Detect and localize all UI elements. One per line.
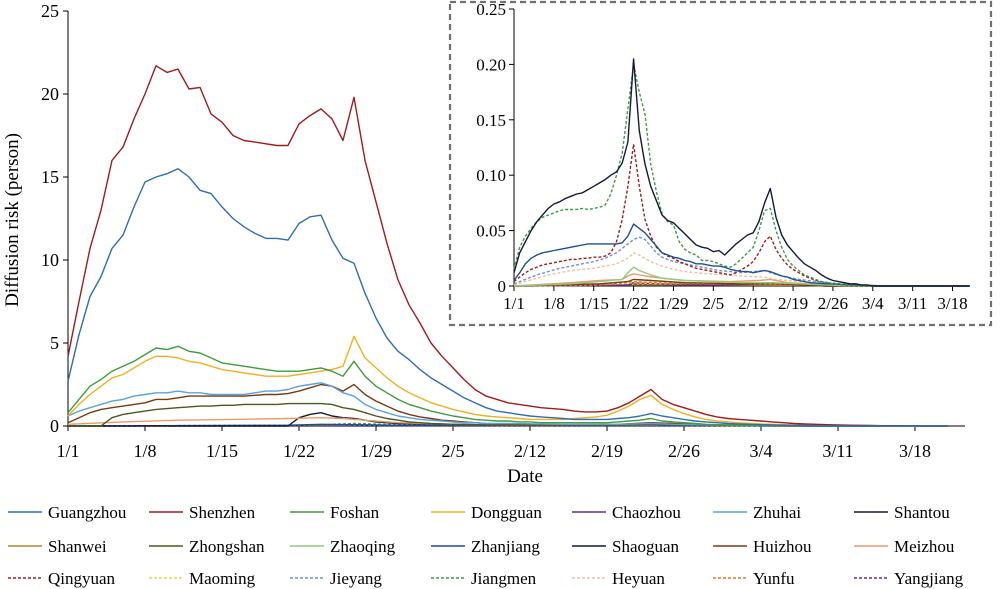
legend: Guangzhou Shenzhen Foshan Dongguan Chaozhou Z… (8, 503, 964, 588)
legend-item-zhanjiang: Zhanjiang (431, 537, 540, 556)
x-tick-label: 3/18 (899, 441, 931, 461)
legend-item-chaozhou: Chaozhou (572, 503, 681, 522)
inset-x-tick-label: 3/18 (937, 294, 967, 313)
legend-label: Shantou (894, 503, 950, 522)
inset-series-line-jiangmen (513, 63, 970, 287)
legend-label: Huizhou (753, 537, 812, 556)
series-line-zhongshan (68, 402, 948, 427)
legend-label: Meizhou (894, 537, 955, 556)
inset-x-tick-label: 3/4 (862, 294, 884, 313)
inset-series-line-jieyang (513, 236, 970, 287)
inset-x-tick-label: 2/19 (778, 294, 808, 313)
legend-item-dongguan: Dongguan (431, 503, 542, 522)
legend-label: Yunfu (753, 569, 795, 588)
y-tick-label: 20 (41, 84, 59, 104)
y-tick-label: 10 (41, 250, 59, 270)
y-tick-label: 15 (41, 167, 59, 187)
inset-x-tick-label: 1/1 (503, 294, 525, 313)
x-tick-label: 2/19 (591, 441, 623, 461)
legend-item-shenzhen: Shenzhen (149, 503, 256, 522)
legend-label: Zhaoqing (330, 537, 396, 556)
legend-item-shanwei: Shanwei (8, 537, 107, 556)
series-line-foshan (67, 345, 948, 427)
inset-y-tick-label: 0.15 (476, 111, 506, 130)
x-tick-label: 2/5 (441, 441, 464, 461)
legend-label: Chaozhou (612, 503, 681, 522)
legend-item-zhaoqing: Zhaoqing (290, 537, 396, 556)
inset-y-tick-label: 0.10 (476, 166, 506, 185)
legend-item-zhongshan: Zhongshan (149, 537, 265, 556)
inset-plot: 0 0.05 0.10 0.15 0.20 0.25 1/1 1/8 1/15 1/22 1/29 2… (448, 0, 993, 327)
legend-label: Foshan (330, 503, 380, 522)
legend-label: Jieyang (330, 569, 382, 588)
legend-label: Heyuan (612, 569, 665, 588)
series-line-guangzhou (67, 168, 948, 427)
legend-item-meizhou: Meizhou (854, 537, 955, 556)
legend-item-shantou: Shantou (854, 503, 950, 522)
x-tick-label: 3/11 (822, 441, 853, 461)
inset-series-line-shaoguan (513, 58, 970, 287)
inset-series-line-qingyuan (513, 143, 970, 287)
inset-series-line-zhaoqing (513, 266, 970, 287)
x-tick-label: 2/26 (668, 441, 700, 461)
legend-label: Guangzhou (48, 503, 127, 522)
x-tick-label: 1/1 (56, 441, 79, 461)
legend-item-jieyang: Jieyang (290, 569, 382, 588)
legend-label: Maoming (189, 569, 256, 588)
legend-item-maoming: Maoming (149, 569, 256, 588)
legend-item-foshan: Foshan (290, 503, 380, 522)
inset-series-line-yunfu (513, 280, 970, 287)
inset-y-tick-label: 0.20 (476, 55, 506, 74)
y-tick-label: 5 (50, 333, 59, 353)
legend-label: Shenzhen (189, 503, 256, 522)
series-line-shenzhen (67, 65, 948, 427)
inset-y-tick-label: 0.05 (476, 222, 506, 241)
inset-series-line-huizhou (513, 278, 970, 287)
inset-x-tick-label: 1/22 (618, 294, 648, 313)
legend-label: Zhongshan (189, 537, 265, 556)
legend-label: Jiangmen (471, 569, 537, 588)
legend-item-qingyuan: Qingyuan (8, 569, 116, 588)
legend-label: Zhanjiang (471, 537, 540, 556)
legend-item-jiangmen: Jiangmen (431, 569, 537, 588)
series-line-zhuhai (67, 382, 948, 427)
inset-series-line-zhanjiang (513, 223, 970, 287)
inset-x-tick-label: 2/26 (818, 294, 848, 313)
x-tick-label: 3/4 (749, 441, 772, 461)
inset-x-tick-label: 1/15 (579, 294, 609, 313)
inset-x-tick-label: 1/8 (543, 294, 565, 313)
inset-x-tick-label: 1/29 (658, 294, 688, 313)
y-axis-label: Diffusion risk (person) (2, 133, 23, 307)
inset-series-line-heyuan (513, 252, 970, 287)
legend-label: Qingyuan (48, 569, 116, 588)
y-tick-label: 0 (50, 416, 59, 436)
y-tick-label: 25 (41, 1, 59, 21)
x-axis-label: Date (507, 466, 543, 487)
main-plot: 0 5 10 15 20 25 1/1 1/8 1/15 1/22 1/29 2/5 2/12 2/19 2… (41, 1, 965, 461)
legend-item-shaoguan: Shaoguan (572, 537, 680, 556)
x-tick-label: 1/22 (283, 441, 315, 461)
legend-label: Zhuhai (753, 503, 801, 522)
inset-x-tick-label: 3/11 (898, 294, 928, 313)
inset-x-tick-label: 2/12 (738, 294, 768, 313)
x-tick-label: 1/8 (133, 441, 156, 461)
x-tick-label: 1/29 (360, 441, 392, 461)
inset-x-tick-label: 2/5 (702, 294, 724, 313)
legend-item-zhuhai: Zhuhai (713, 503, 801, 522)
legend-label: Dongguan (471, 503, 542, 522)
inset-y-tick-label: 0 (498, 277, 507, 296)
legend-item-huizhou: Huizhou (713, 537, 812, 556)
legend-label: Shanwei (48, 537, 107, 556)
legend-label: Shaoguan (612, 537, 680, 556)
legend-item-yunfu: Yunfu (713, 569, 795, 588)
legend-item-guangzhou: Guangzhou (8, 503, 127, 522)
x-tick-label: 2/12 (514, 441, 546, 461)
inset-y-tick-label: 0.25 (476, 0, 506, 19)
legend-item-heyuan: Heyuan (572, 569, 665, 588)
x-tick-label: 1/15 (206, 441, 238, 461)
inset-frame (448, 0, 993, 327)
legend-label: Yangjiang (894, 569, 964, 588)
legend-item-yangjiang: Yangjiang (854, 569, 964, 588)
